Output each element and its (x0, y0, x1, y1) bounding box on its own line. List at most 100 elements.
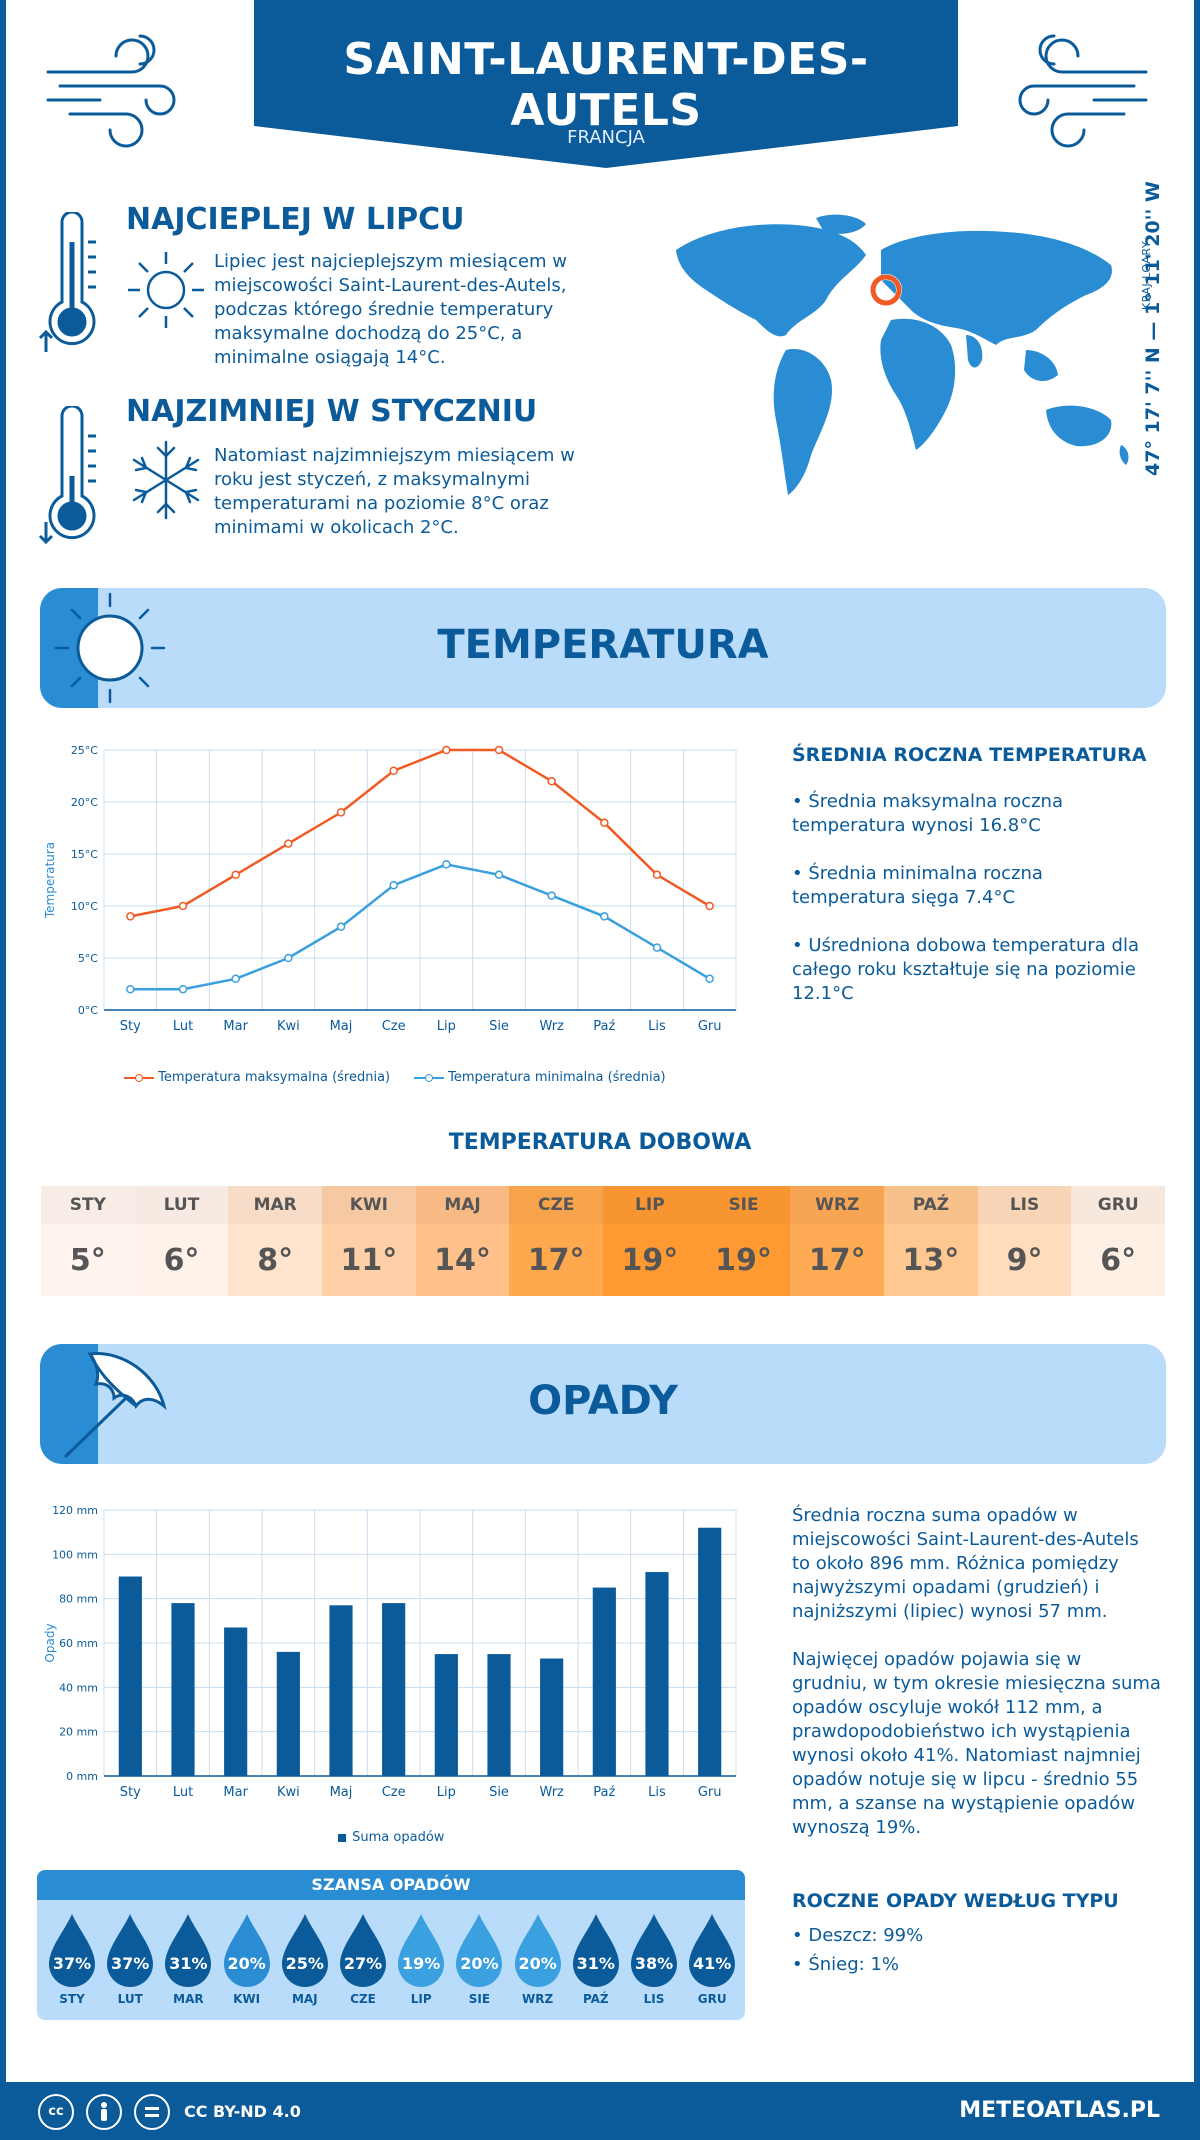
daily-value: 6° (163, 1242, 200, 1278)
legend-precip-swatch (338, 1833, 346, 1842)
precip-type-rain: • Deszcz: 99% (792, 1925, 924, 1946)
drop-percent: 31% (169, 1954, 208, 1973)
y-tick-label: 60 mm (59, 1637, 98, 1650)
x-tick-label: Maj (330, 1019, 353, 1034)
equal-icon (134, 2094, 170, 2130)
country-name: FRANCJA (567, 127, 645, 148)
page: SAINT-LAURENT-DES-AUTELS FRANCJA (6, 0, 1194, 2082)
x-tick-label: Kwi (277, 1019, 300, 1034)
bar-mar (224, 1627, 248, 1776)
daily-cell-lis: LIS 9° (977, 1186, 1072, 1296)
point-max-paź (600, 818, 609, 828)
point-max-cze (389, 766, 398, 776)
point-max-mar (231, 870, 240, 880)
header-band (98, 588, 1166, 708)
legend-precip: Suma opadów (336, 1830, 444, 1845)
x-tick-label: Sie (489, 1785, 509, 1800)
bar-lis (645, 1572, 669, 1776)
drop-month: LIP (410, 1992, 432, 2006)
point-min-cze (389, 880, 398, 890)
drop-wrz: 20% WRZ (513, 1912, 563, 2012)
raindrop-shape (165, 1914, 212, 1987)
bar-kwi (276, 1651, 300, 1776)
series-line-min (130, 863, 711, 991)
sun-large-icon (54, 592, 166, 704)
daily-value: 14° (434, 1242, 491, 1278)
drop-paź: 31% PAŹ (571, 1912, 621, 2012)
footer: cc CC BY-ND 4.0 METEOATLAS.PL (0, 2082, 1200, 2140)
drop-percent: 41% (693, 1954, 732, 1973)
daily-month: SIE (697, 1186, 791, 1224)
daily-cell-maj: MAJ 14° (415, 1186, 510, 1296)
y-tick-label: 15°C (71, 848, 98, 861)
drop-month: GRU (697, 1992, 727, 2006)
drop-month: KWI (233, 1992, 261, 2006)
drop-percent: 20% (227, 1954, 266, 1973)
drop-lut: 37% LUT (105, 1912, 155, 2012)
daily-cell-lut: LUT 6° (134, 1186, 229, 1296)
bar-lip (434, 1654, 458, 1776)
drop-month: LIS (643, 1992, 665, 2006)
drop-lis: 38% LIS (629, 1912, 679, 2012)
drop-percent: 27% (343, 1954, 383, 1973)
brand-link[interactable]: METEOATLAS.PL (959, 2098, 1160, 2123)
point-min-maj (336, 922, 346, 932)
drop-maj: 25% MAJ (280, 1912, 330, 2012)
drop-percent: 31% (576, 1954, 615, 1973)
x-tick-label: Wrz (539, 1019, 564, 1034)
y-axis-label: Opady (43, 1623, 57, 1662)
warmest-text: Lipiec jest najcieplejszym miesiącem w m… (214, 251, 567, 368)
y-tick-label: 5°C (78, 952, 98, 965)
bar-cze (382, 1603, 406, 1776)
temperature-summary-1: • Średnia maksymalna roczna temperatura … (792, 791, 1063, 836)
raindrop-shape (456, 1914, 503, 1987)
raindrop-icon (398, 1914, 445, 1987)
daily-temperature-row: STY 5° LUT 6° MAR 8° KWI 11° MAJ 14° CZE 17° LIP 19° S… (41, 1186, 1166, 1296)
raindrop-shape (49, 1914, 95, 1987)
license-label[interactable]: CC BY-ND 4.0 (184, 2102, 301, 2121)
y-tick-label: 20 mm (59, 1726, 98, 1739)
raindrop-shape (514, 1914, 561, 1987)
daily-cell-sty: STY 5° (41, 1186, 135, 1296)
header-band (98, 1344, 1166, 1464)
daily-value: 8° (257, 1242, 294, 1278)
y-tick-label: 100 mm (52, 1548, 98, 1561)
bar-sie (487, 1654, 511, 1776)
raindrop-icon (281, 1914, 328, 1987)
daily-value: 9° (1006, 1242, 1043, 1278)
legend-max: Temperatura maksymalna (średnia) (124, 1070, 390, 1085)
daily-month: MAR (228, 1186, 322, 1224)
drop-percent: 38% (634, 1954, 674, 1973)
daily-cell-kwi: KWI 11° (322, 1186, 416, 1296)
daily-month: LIP (603, 1186, 697, 1224)
x-tick-label: Mar (223, 1019, 248, 1034)
raindrop-shape (223, 1914, 270, 1987)
raindrop-shape (107, 1914, 154, 1987)
snowflake-icon (132, 440, 200, 520)
raindrop-shape (340, 1914, 386, 1987)
drop-kwi: 20% KWI (222, 1912, 272, 2012)
legend-min-label: Temperatura minimalna (średnia) (448, 1070, 666, 1085)
precip-title: OPADY (528, 1378, 678, 1424)
point-min-kwi (284, 953, 293, 963)
x-tick-label: Wrz (539, 1785, 564, 1800)
x-tick-label: Mar (223, 1785, 248, 1800)
point-min-mar (231, 974, 240, 984)
sun-icon (128, 252, 204, 328)
raindrop-shape (281, 1914, 328, 1987)
raindrop-icon (456, 1914, 503, 1987)
y-tick-label: 25°C (71, 744, 98, 757)
daily-value: 17° (808, 1242, 866, 1278)
daily-value: 19° (715, 1242, 772, 1278)
cc-icon: cc (38, 2094, 74, 2130)
raindrop-icon (514, 1914, 561, 1987)
point-max-maj (336, 808, 346, 817)
x-tick-label: Gru (698, 1785, 722, 1800)
x-tick-label: Lut (173, 1785, 193, 1800)
daily-value: 5° (69, 1242, 106, 1278)
wind-icon-left (46, 34, 176, 148)
coordinates: 47° 17' 7'' N — 1° 11' 20'' W (1142, 181, 1164, 476)
point-min-gru (705, 974, 714, 984)
legend-min-swatch (414, 1073, 444, 1082)
raindrop-shape (689, 1914, 736, 1987)
